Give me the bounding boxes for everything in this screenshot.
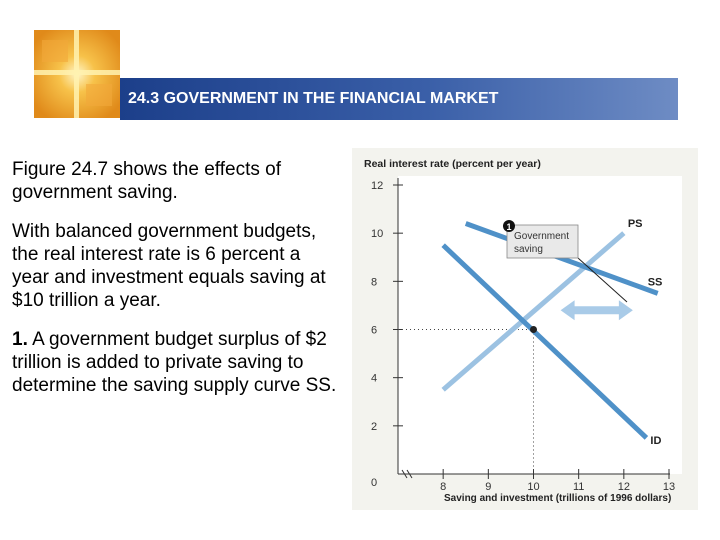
y-tick-label: 6	[371, 325, 377, 337]
callout-number: 1	[506, 222, 511, 232]
y-axis-label: Real interest rate (percent per year)	[364, 158, 541, 170]
paragraph-2-text: With balanced government budgets, the re…	[12, 221, 326, 311]
curve-label-id: ID	[650, 435, 661, 447]
logo-graphic	[34, 30, 120, 118]
callout-text-line2: saving	[514, 244, 543, 255]
y-tick-label: 2	[371, 421, 377, 433]
y-tick-label: 10	[371, 228, 383, 240]
callout-leader-line	[577, 257, 628, 303]
slide-title: 24.3 GOVERNMENT IN THE FINANCIAL MARKET	[128, 90, 499, 107]
curve-ps	[441, 231, 626, 392]
curve-ss	[464, 221, 659, 296]
paragraph-1: Figure 24.7 shows the effects of governm…	[12, 158, 342, 204]
body-text: Figure 24.7 shows the effects of governm…	[12, 158, 342, 413]
paragraph-1-text: Figure 24.7 shows the effects of governm…	[12, 159, 281, 203]
x-axis-label: Saving and investment (trillions of 1996…	[444, 493, 671, 504]
y-tick-label: 12	[371, 180, 383, 192]
curve-label-ss: SS	[648, 276, 663, 288]
callout-text-line1: Government	[514, 231, 569, 242]
shift-arrow-right-head	[618, 300, 633, 321]
curve-id	[441, 243, 649, 440]
callout-number-badge	[503, 220, 515, 232]
shift-arrow-left-head	[560, 300, 575, 321]
paragraph-2: With balanced government budgets, the re…	[12, 220, 342, 312]
x-tick-label: 13	[663, 481, 675, 493]
title-bar: 24.3 GOVERNMENT IN THE FINANCIAL MARKET	[120, 78, 678, 120]
origin-label: 0	[371, 477, 377, 489]
x-tick-label: 10	[527, 481, 539, 493]
x-tick-label: 12	[618, 481, 630, 493]
paragraph-3-text: A government budget surplus of $2 trilli…	[12, 329, 337, 396]
axis-break-icon	[401, 469, 413, 479]
curve-label-ps: PS	[628, 218, 643, 230]
callout-box	[506, 224, 579, 259]
paragraph-3-number: 1.	[12, 329, 28, 350]
paragraph-3: 1. A government budget surplus of $2 tri…	[12, 328, 342, 397]
y-tick-label: 4	[371, 373, 377, 385]
equilibrium-point	[530, 326, 537, 333]
y-tick-label: 8	[371, 276, 377, 288]
x-tick-label: 9	[485, 481, 491, 493]
x-tick-label: 11	[573, 481, 584, 493]
chart-panel: 2 4 6 8 10 12 8 9 10 11 12 13 0 Real interest rate (p…	[352, 148, 698, 515]
chart-svg: 2 4 6 8 10 12 8 9 10 11 12 13 0 Real interest rate (p…	[352, 148, 698, 510]
x-tick-label: 8	[440, 481, 446, 493]
